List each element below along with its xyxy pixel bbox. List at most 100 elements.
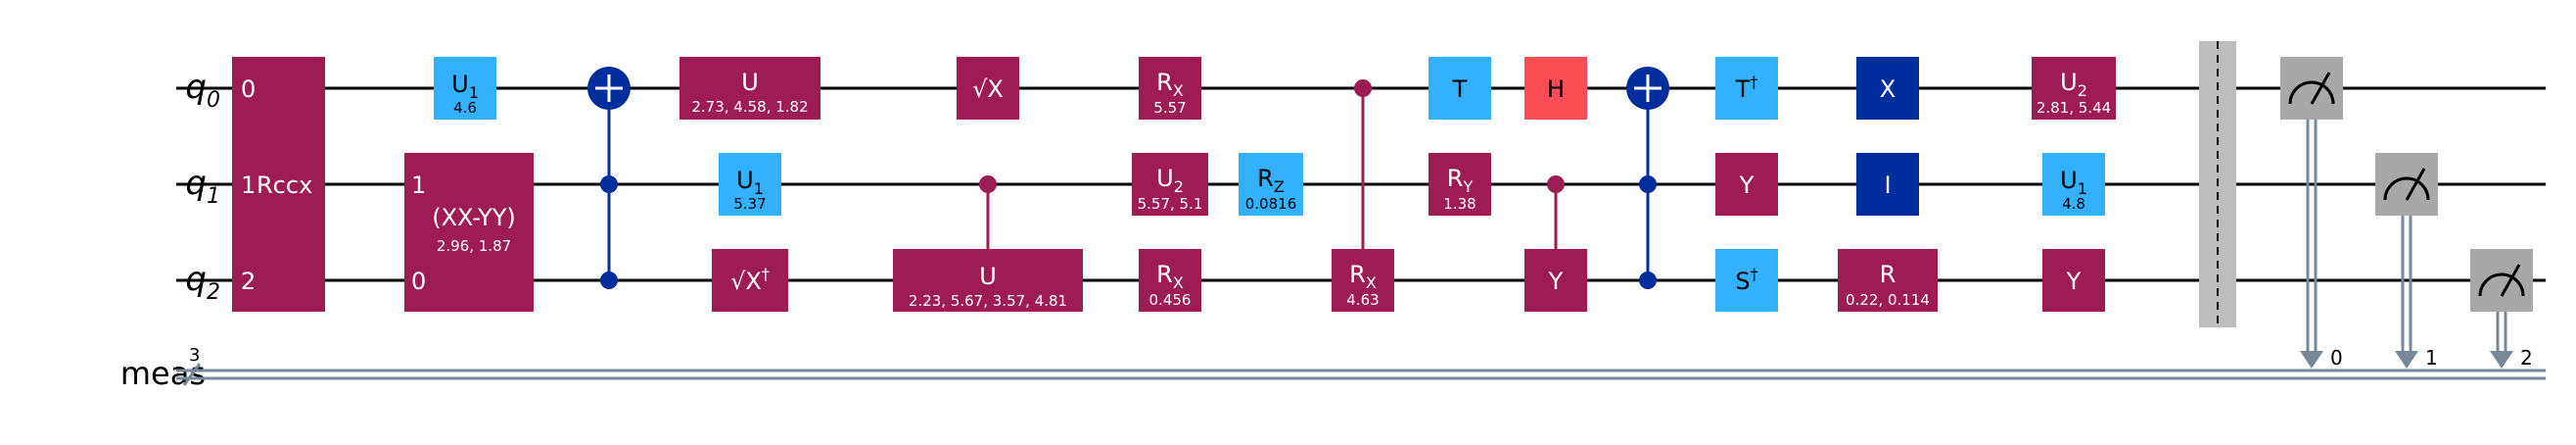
- xxyy-box: [404, 153, 534, 312]
- sdg-box: [1715, 249, 1778, 312]
- gate-y-q1: Y: [1715, 153, 1778, 216]
- gate-u1-q1: U1 5.37: [719, 153, 781, 216]
- sx-box: [957, 57, 1019, 120]
- u2-q0-box: [2032, 57, 2116, 120]
- y-q1-box: [1715, 153, 1778, 216]
- cu-box: [893, 249, 1083, 312]
- u2-q1-param: 5.57, 5.1: [1138, 195, 1203, 213]
- xxyy-pin-top: 1: [411, 172, 426, 199]
- rccx-pin2: 2: [241, 268, 256, 295]
- sdg-label: S†: [1735, 265, 1757, 295]
- measure-bit-2: 2: [2520, 346, 2533, 370]
- u1-q0-label: U1: [451, 71, 479, 102]
- rz-q1-box: [1239, 153, 1303, 216]
- measure-q0: 0: [2280, 57, 2343, 370]
- u1-c-label: U1: [2060, 167, 2087, 198]
- y-q2-box: [2042, 249, 2105, 312]
- x-box: [1856, 57, 1919, 120]
- cy-control: [1547, 175, 1565, 193]
- gate-u-q0: U 2.73, 4.58, 1.82: [679, 57, 820, 120]
- rx-q0-label: RX: [1156, 69, 1184, 100]
- sxdg-box: [712, 249, 788, 312]
- u-q0-label: U: [741, 69, 759, 96]
- ry-q1-label: RY: [1447, 165, 1474, 196]
- gate-r-q2: R 0.22, 0.114: [1838, 249, 1938, 312]
- ccx2-control-q1: [1639, 175, 1657, 193]
- u-q0-param: 2.73, 4.58, 1.82: [691, 98, 808, 116]
- gate-sxdg-q2: √X†: [712, 249, 788, 312]
- tdg-label: T†: [1735, 73, 1758, 103]
- cy-label: Y: [1548, 268, 1564, 295]
- meter-icon-q2-arc: [2478, 272, 2525, 297]
- gate-h-q0: H: [1524, 57, 1587, 120]
- cu-param: 2.23, 5.67, 3.57, 4.81: [909, 292, 1067, 310]
- rccx-pin0: 0: [241, 75, 256, 103]
- ry-q1-param: 1.38: [1443, 195, 1475, 213]
- gate-sdg-q2: S†: [1715, 249, 1778, 312]
- gate-cu: U 2.23, 5.67, 3.57, 4.81: [893, 175, 1083, 312]
- r-label: R: [1880, 261, 1897, 288]
- rx-q2-box: [1139, 249, 1201, 312]
- gate-rccx: 0 1 Rccx 2: [232, 57, 325, 312]
- meter-icon-q2-needle: [2500, 264, 2521, 297]
- xxyy-pin-bottom: 0: [411, 268, 426, 295]
- u2-q0-param: 2.81, 5.44: [2037, 99, 2111, 117]
- measure-bit-1: 1: [2425, 346, 2438, 370]
- gate-t-q0: T: [1429, 57, 1491, 120]
- u2-q1-label: U2: [1156, 165, 1184, 196]
- cu-label: U: [979, 263, 997, 290]
- crx-box: [1332, 249, 1394, 312]
- measure-q0-arrow: [2300, 351, 2323, 369]
- r-param: 0.22, 0.114: [1846, 291, 1930, 309]
- gate-y-q2: Y: [2042, 249, 2105, 312]
- cy-box: [1524, 249, 1587, 312]
- gate-sx-q0: √X: [957, 57, 1019, 120]
- ccx2-control-q2: [1639, 272, 1657, 289]
- u1-q1-box: [719, 153, 781, 216]
- meter-icon-q1-needle: [2405, 168, 2426, 201]
- y-q1-label: Y: [1739, 172, 1755, 199]
- creg-slash: [182, 363, 202, 386]
- register-label-q1: q1: [185, 164, 220, 209]
- meter-icon-q1-arc: [2383, 176, 2430, 201]
- gate-rz-q1: RZ 0.0816: [1239, 153, 1303, 216]
- rz-q1-label: RZ: [1257, 165, 1285, 196]
- rccx-label: Rccx: [257, 172, 312, 199]
- gate-ry-q1: RY 1.38: [1429, 153, 1491, 216]
- ccx-control-q1: [600, 175, 618, 193]
- i-label: I: [1884, 172, 1891, 199]
- x-label: X: [1880, 75, 1896, 103]
- creg-width: 3: [189, 345, 200, 366]
- register-label-q0: q0: [185, 68, 220, 113]
- register-labels: q0 q1 q2 meas: [120, 68, 220, 392]
- sx-label: √X: [972, 75, 1004, 103]
- xxyy-param: 2.96, 1.87: [437, 237, 511, 255]
- gate-xx-yy: 1 0 (XX-YY) 2.96, 1.87: [404, 153, 534, 312]
- gate-u2-q0: U2 2.81, 5.44: [2032, 57, 2116, 120]
- crx-label: RX: [1349, 261, 1377, 292]
- rccx-box: [232, 57, 325, 312]
- gate-ccx-2: [1626, 67, 1669, 289]
- measure-q1: 1: [2375, 153, 2438, 370]
- gate-rx-q0: RX 5.57: [1139, 57, 1201, 120]
- u1-c-param: 4.8: [2062, 195, 2085, 213]
- gate-rx-q2: RX 0.456: [1139, 249, 1201, 312]
- u1-q0-param: 4.6: [453, 99, 477, 117]
- u1-c-box: [2042, 153, 2105, 216]
- measure-bit-0: 0: [2330, 346, 2343, 370]
- sxdg-label: √X†: [730, 265, 770, 295]
- rx-q0-box: [1139, 57, 1201, 120]
- t-label: T: [1452, 75, 1468, 103]
- measure-q0-box: [2280, 57, 2343, 120]
- measure-q1-arrow: [2395, 351, 2418, 369]
- gate-crx: RX 4.63: [1332, 79, 1394, 312]
- gate-u2-q1: U2 5.57, 5.1: [1132, 153, 1208, 216]
- classical-register: 3: [176, 345, 2546, 386]
- gate-x-q0: X: [1856, 57, 1919, 120]
- measure-q1-box: [2375, 153, 2438, 216]
- crx-control: [1354, 79, 1372, 97]
- rz-q1-param: 0.0816: [1245, 195, 1297, 213]
- h-box: [1524, 57, 1587, 120]
- u2-q1-box: [1132, 153, 1208, 216]
